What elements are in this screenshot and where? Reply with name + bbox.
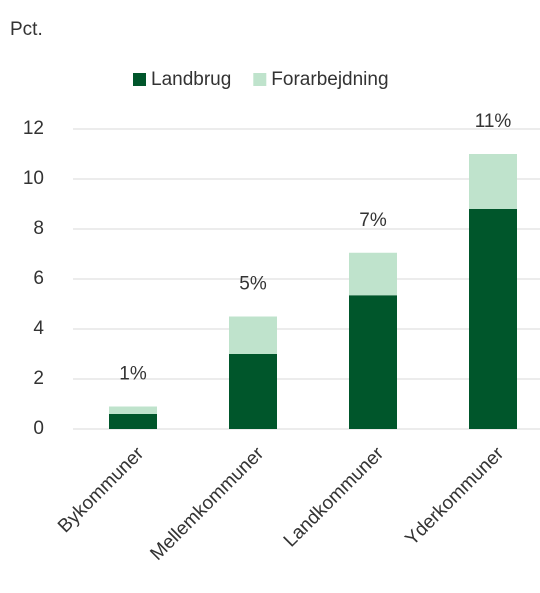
total-label: 1% (119, 364, 147, 385)
y-tick-label: 4 (33, 318, 44, 339)
total-label: 7% (359, 210, 387, 231)
legend-swatch (253, 73, 267, 86)
y-tick-label: 2 (33, 368, 44, 389)
bar-segment (109, 414, 157, 429)
y-tick-label: 12 (23, 118, 44, 139)
bar-segment (229, 316, 277, 354)
y-tick-label: 6 (33, 268, 44, 289)
total-label: 5% (239, 274, 267, 295)
x-tick-label: Yderkommuner (401, 443, 508, 550)
bar-segment (469, 154, 517, 209)
bar-segment (229, 354, 277, 429)
bar-segment (109, 406, 157, 414)
x-tick-label: Mellemkommuner (146, 443, 268, 565)
axis-title: Pct. (10, 19, 43, 40)
bar-segment (469, 209, 517, 429)
bar-segment (349, 252, 397, 296)
bar-segment (349, 295, 397, 429)
total-label: 11% (475, 111, 512, 132)
x-tick-label: Bykommuner (54, 443, 148, 537)
legend-label: Forarbejdning (271, 69, 388, 90)
legend-label: Landbrug (151, 69, 231, 90)
legend-swatch (133, 73, 146, 86)
y-tick-label: 10 (23, 168, 44, 189)
x-tick-label: Landkommuner (280, 443, 389, 552)
y-tick-label: 0 (33, 418, 44, 439)
y-tick-label: 8 (33, 218, 44, 239)
